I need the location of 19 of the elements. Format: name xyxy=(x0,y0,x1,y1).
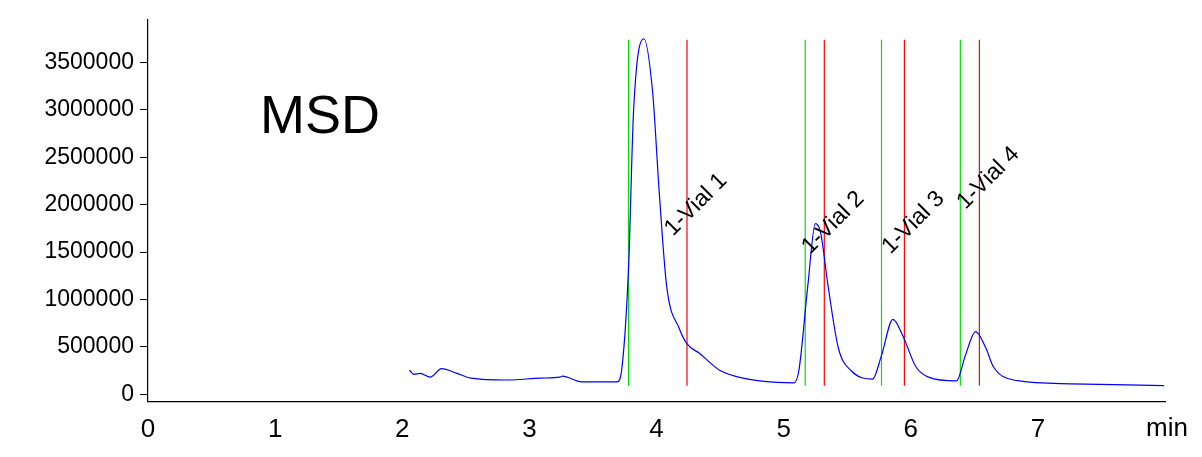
y-tick-label: 1000000 xyxy=(44,284,134,311)
x-tick-label: 3 xyxy=(522,412,537,443)
line-series xyxy=(409,38,1165,387)
y-tick-label: 3500000 xyxy=(44,47,134,74)
y-tick-label: 0 xyxy=(121,379,134,406)
x-tick-label: 4 xyxy=(649,412,664,443)
y-tick-label: 3000000 xyxy=(44,95,134,122)
x-tick-label: 2 xyxy=(395,412,410,443)
y-tick-label: 500000 xyxy=(57,332,134,359)
text: MSD xyxy=(260,83,380,144)
x-tick-label: 1 xyxy=(267,412,283,443)
x-tick-label: 6 xyxy=(903,412,918,443)
y-tick-label: 1500000 xyxy=(44,237,134,264)
y-tick-label: 2000000 xyxy=(44,189,134,216)
y-tick-label: 2500000 xyxy=(44,142,134,169)
x-tick-label: 5 xyxy=(776,412,791,443)
x-tick-label: 7 xyxy=(1030,412,1046,443)
x-axis-title: min xyxy=(1146,411,1188,442)
x-tick-label: 0 xyxy=(140,412,156,443)
